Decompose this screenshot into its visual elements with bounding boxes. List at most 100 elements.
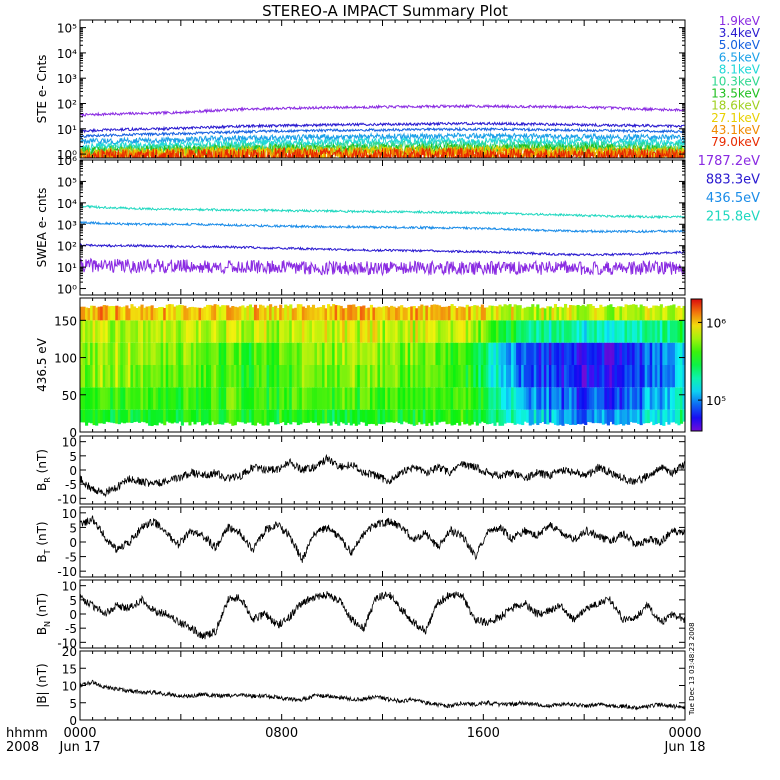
bn-series-group — [80, 591, 685, 640]
pad-heatmap-cell — [319, 387, 323, 410]
pad-heatmap-cell — [213, 409, 217, 425]
pad-heatmap-cell — [105, 305, 109, 321]
pad-heatmap-cell — [332, 304, 336, 321]
pad-heatmap-cell — [379, 387, 384, 410]
pad-heatmap-cell — [400, 305, 404, 321]
pad-heatmap-cell — [417, 342, 421, 365]
pad-heatmap-cell — [218, 306, 222, 321]
pad-heatmap-cell — [644, 365, 648, 388]
pad-heatmap-cell — [231, 342, 235, 365]
pad-heatmap-cell — [337, 320, 341, 343]
pad-heatmap-cell — [97, 387, 101, 410]
pad-heatmap-cell — [316, 307, 321, 321]
pad-heatmap-cell — [430, 365, 434, 388]
pad-heatmap-cell — [599, 365, 603, 388]
pad-heatmap-cell — [594, 409, 598, 423]
ste-legend-entry: 1.9keV — [719, 14, 761, 28]
pad-heatmap-cell — [647, 308, 651, 321]
pad-heatmap-cell — [576, 320, 580, 343]
pad-heatmap-cell — [541, 409, 545, 422]
pad-heatmap-cell — [367, 307, 371, 321]
pad-heatmap-cell — [158, 387, 162, 410]
pad-heatmap-cell — [364, 365, 368, 388]
pad-heatmap-cell — [422, 409, 426, 424]
pad-heatmap-cell — [500, 409, 505, 426]
pad-heatmap-cell — [203, 387, 207, 410]
pad-heatmap-cell — [533, 342, 537, 365]
ste-series-line — [80, 103, 685, 118]
pad-heatmap-cell — [306, 342, 310, 365]
pad-heatmap-cell — [657, 365, 661, 388]
pad-heatmap-cell — [392, 306, 396, 321]
pad-heatmap-cell — [453, 409, 457, 425]
pad-heatmap-cell — [218, 409, 222, 425]
pad-heatmap-cell — [352, 365, 356, 388]
pad-heatmap-cell — [463, 307, 467, 321]
pad-heatmap-cell — [397, 320, 401, 343]
pad-heatmap-cell — [120, 365, 124, 388]
pad-heatmap-cell — [526, 306, 530, 321]
pad-heatmap-cell — [243, 387, 247, 410]
pad-heatmap-cell — [596, 320, 600, 343]
pad-heatmap-cell — [145, 409, 149, 424]
pad-heatmap-cell — [261, 320, 265, 343]
pad-heatmap-cell — [402, 365, 406, 388]
pad-heatmap-cell — [163, 387, 167, 410]
pad-heatmap-cell — [513, 304, 517, 321]
pad-heatmap-cell — [480, 387, 484, 410]
pad-heatmap-cell — [208, 320, 212, 343]
pad-heatmap-cell — [183, 365, 187, 388]
pad-heatmap-cell — [203, 320, 207, 343]
pad-heatmap-cell — [342, 365, 346, 388]
pad-heatmap-cell — [299, 304, 303, 321]
pad-heatmap-cell — [374, 409, 379, 426]
pad-heatmap-cell — [420, 365, 424, 388]
ste-legend-entry: 18.6keV — [711, 99, 761, 113]
pad-heatmap-cell — [412, 409, 416, 426]
pad-heatmap-cell — [168, 365, 172, 388]
pad-heatmap-cell — [637, 409, 641, 424]
pad-heatmap-cell — [616, 365, 621, 388]
pad-heatmap-cell — [543, 308, 547, 321]
pad-heatmap-cell — [405, 365, 409, 388]
pad-heatmap-cell — [627, 320, 631, 343]
pad-heatmap-cell — [188, 365, 192, 388]
swea-y-tick-label: 10² — [57, 240, 77, 254]
pad-heatmap-cell — [619, 409, 623, 425]
pad-heatmap-cell — [425, 409, 429, 426]
pad-heatmap-cell — [347, 387, 351, 410]
pad-heatmap-cell — [634, 365, 638, 388]
pad-heatmap-cell — [95, 342, 99, 365]
pad-heatmap-cell — [410, 306, 414, 321]
pad-heatmap-cell — [216, 409, 220, 425]
pad-heatmap-cell — [682, 305, 686, 321]
pad-heatmap-cell — [117, 409, 121, 425]
pad-heatmap-cell — [637, 320, 641, 343]
pad-heatmap-cell — [599, 387, 603, 410]
pad-heatmap-cell — [304, 409, 308, 423]
pad-heatmap-cell — [397, 365, 401, 388]
ste-series-line — [80, 121, 685, 134]
pad-heatmap-cell — [513, 387, 517, 410]
pad-heatmap-cell — [327, 365, 331, 388]
swea-y-tick-label: 10¹ — [57, 261, 77, 275]
pad-heatmap-cell — [258, 304, 263, 321]
pad-heatmap-cell — [110, 365, 114, 388]
pad-heatmap-cell — [561, 387, 565, 410]
pad-heatmap-cell — [589, 365, 593, 388]
bn-y-tick-label: 10 — [62, 580, 77, 594]
pad-heatmap-cell — [203, 409, 207, 425]
ste-y-tick-label: 10⁴ — [57, 47, 77, 61]
pad-heatmap-cell — [322, 409, 326, 424]
plot-title: STEREO-A IMPACT Summary Plot — [262, 2, 508, 20]
swea-legend-entry: 883.3eV — [706, 173, 760, 188]
pad-heatmap-cell — [208, 365, 212, 388]
pad-heatmap-cell — [541, 387, 545, 410]
pad-heatmap-cell — [475, 342, 479, 365]
pad-heatmap-cell — [604, 409, 608, 424]
pad-heatmap-cell — [117, 306, 121, 321]
pad-heatmap-cell — [483, 342, 487, 365]
pad-heatmap-cell — [352, 409, 356, 424]
pad-heatmap-cell — [306, 305, 310, 321]
pad-heatmap-cell — [223, 409, 227, 423]
